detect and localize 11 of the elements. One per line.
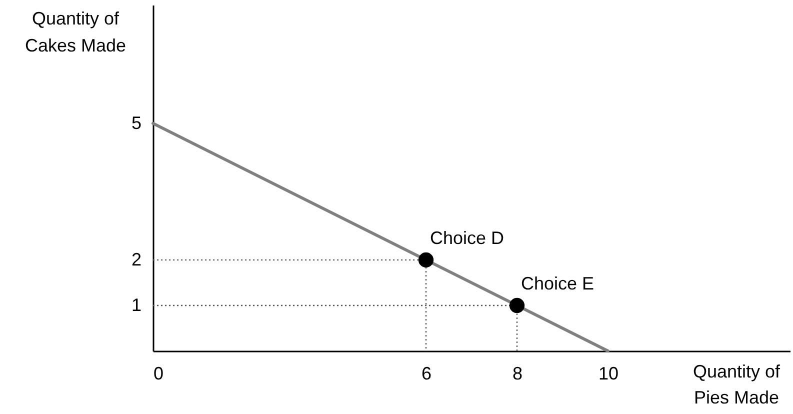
- annotation: Choice D: [430, 228, 504, 248]
- x-tick-label: 6: [421, 364, 432, 384]
- y-tick-label: 5: [131, 112, 142, 133]
- x-tick-label: 8: [512, 364, 523, 384]
- annotation: Choice E: [521, 273, 594, 294]
- y-tick-label: 1: [131, 294, 142, 315]
- x-tick-label: 0: [154, 364, 164, 384]
- x-tick-label: 10: [598, 364, 619, 384]
- y-axis-title: Quantity of Cakes Made: [24, 8, 126, 56]
- x-axis-title: Quantity of Pies Made: [692, 362, 782, 408]
- y-tick-label: 2: [131, 249, 142, 270]
